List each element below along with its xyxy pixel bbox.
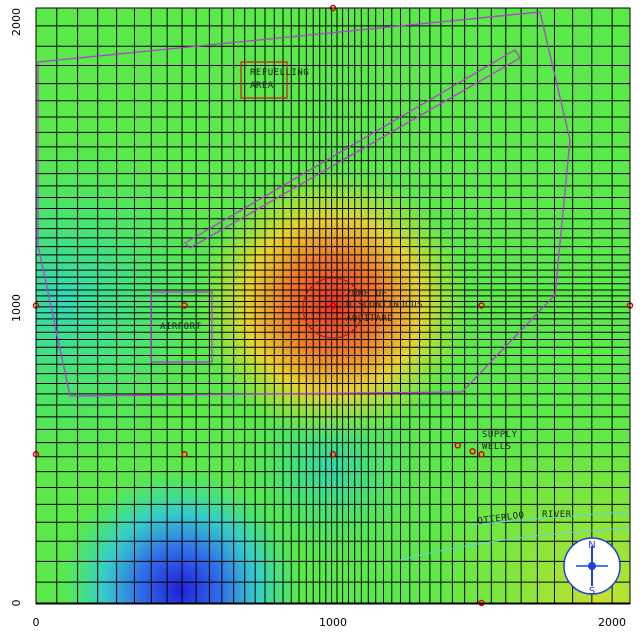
heat-map — [36, 8, 630, 604]
compass: N S — [563, 537, 621, 597]
label: SUPPLY — [482, 430, 518, 440]
label: RIVER — [542, 510, 572, 520]
well — [329, 302, 337, 309]
label: REFUELLING — [250, 68, 309, 78]
label: DISCONTINUOUS — [346, 300, 423, 310]
y-tick-label: 1000 — [10, 294, 23, 322]
well — [181, 302, 188, 309]
model-grid — [35, 8, 630, 604]
model-boundary — [37, 11, 571, 397]
watermark: CSDN @步步为营 — [470, 613, 576, 628]
x-tick-label: 0 — [33, 616, 40, 629]
well — [478, 302, 485, 309]
well — [181, 451, 188, 458]
well — [469, 448, 476, 455]
well — [478, 599, 485, 607]
x-tick-label: 2000 — [598, 616, 626, 629]
runway — [183, 49, 521, 249]
well — [478, 451, 485, 458]
label: WELLS — [482, 442, 512, 452]
label: AIRPORT — [160, 322, 202, 332]
river — [469, 511, 631, 526]
aquitard-zone — [302, 277, 364, 339]
river — [399, 527, 631, 561]
y-tick-label: 2000 — [10, 8, 23, 36]
refuelling-area — [240, 61, 288, 99]
well — [329, 451, 337, 458]
label: ZONE OF — [346, 289, 387, 299]
airport-area — [150, 291, 213, 363]
label: AQUITARD — [346, 314, 393, 324]
compass-north: N — [588, 540, 595, 551]
label: AREA — [250, 81, 274, 91]
well — [454, 442, 461, 449]
features — [37, 11, 631, 561]
y-tick-label: 0 — [10, 600, 23, 607]
compass-south: S — [589, 586, 595, 597]
feature-labels: REFUELLING AREA ZONE OF DISCONTINUOUS AQ… — [160, 68, 572, 527]
x-tick-label: 1000 — [319, 616, 347, 629]
axes: 0 1000 2000 0 1000 2000 — [10, 7, 631, 629]
